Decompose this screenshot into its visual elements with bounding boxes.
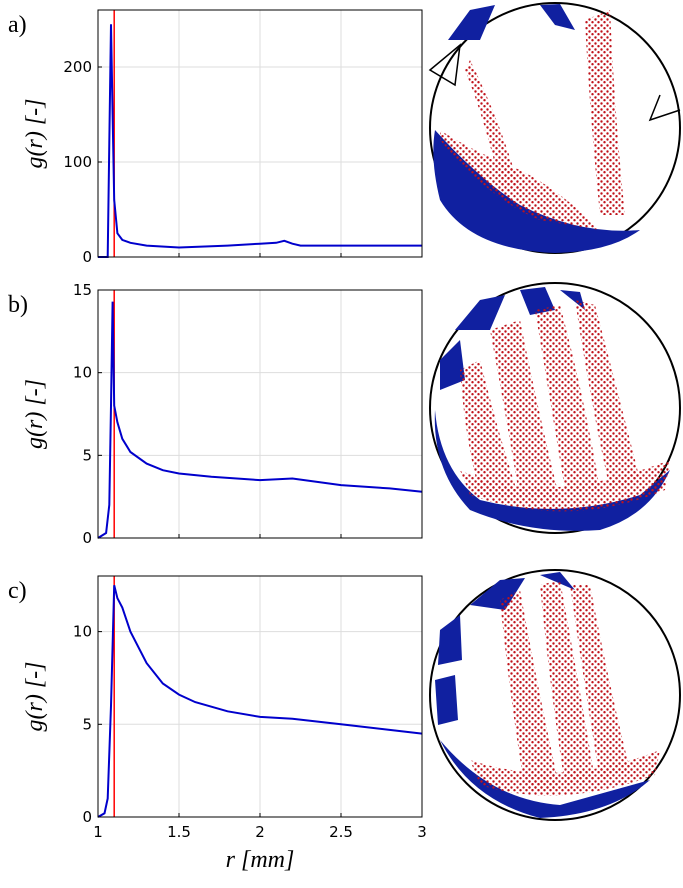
plot-frame [97, 9, 423, 258]
y-tick-label: 15 [73, 281, 92, 299]
y-tick-label: 0 [82, 808, 92, 826]
x-tick-label: 2.5 [329, 823, 353, 841]
drum-image [429, 569, 681, 821]
y-tick-label: 5 [82, 446, 92, 464]
plot-frame [97, 575, 423, 818]
panel-label: c) [8, 578, 27, 604]
y-tick-label: 0 [82, 529, 92, 547]
panel-label: a) [8, 12, 27, 38]
panel-label: b) [8, 292, 28, 318]
line [97, 301, 423, 539]
y-tick-label: 5 [82, 715, 92, 733]
y-tick-label: 10 [73, 623, 92, 641]
drum-image [429, 282, 681, 534]
y-axis-label: g(r) [-] [22, 99, 48, 169]
x-axis-label: r [mm] [226, 847, 295, 873]
y-axis-label: g(r) [-] [22, 662, 48, 732]
y-tick-label: 10 [73, 364, 92, 382]
drum-image [428, 2, 681, 254]
x-tick-label: 2 [255, 823, 265, 841]
y-tick-label: 0 [82, 248, 92, 266]
x-tick-label: 1 [93, 823, 103, 841]
y-tick-label: 200 [63, 58, 92, 76]
line [97, 585, 423, 818]
plot-frame [97, 289, 423, 539]
y-tick-label: 100 [63, 153, 92, 171]
line [98, 24, 422, 258]
y-axis-label: g(r) [-] [22, 379, 48, 449]
x-tick-label: 1.5 [167, 823, 191, 841]
x-tick-label: 3 [417, 823, 427, 841]
